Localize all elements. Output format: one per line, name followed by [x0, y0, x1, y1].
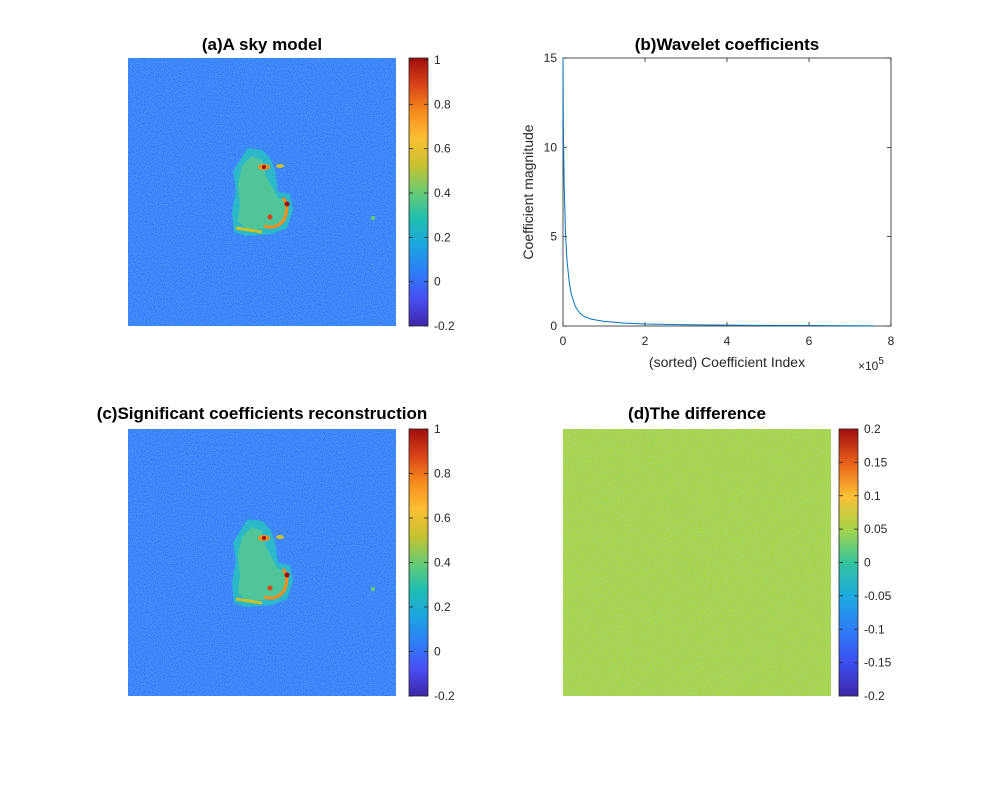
- panel-c-title: (c)Significant coefficients reconstructi…: [97, 404, 428, 423]
- panel-b-ytick-label: 0: [550, 319, 557, 333]
- panel-c-colorbar: 1 0.8 0.6 0.4 0.2 0 -0.2: [408, 422, 455, 703]
- panel-d-colorbar-tick-label: 0.2: [864, 422, 881, 436]
- panel-a-colorbar-tick-label: 0.4: [434, 186, 451, 200]
- panel-b-xtick-label: 4: [724, 334, 731, 348]
- panel-a-source-blob: [232, 148, 293, 236]
- panel-d-colorbar-tick-label: -0.05: [864, 589, 892, 603]
- panel-b-ticks: 0 2 4 6 8 0 5 10 15: [544, 51, 895, 348]
- panel-b-ytick-label: 10: [544, 140, 558, 154]
- panel-a-image: [128, 58, 396, 326]
- panel-a-point-source: [371, 216, 375, 220]
- panel-b-series-line: [562, 57, 875, 327]
- panel-d: (d)The difference 0.2 0.15 0.1 0.05 0 -0.05 -0…: [563, 404, 892, 703]
- panel-c-colorbar-tick-label: 0.4: [434, 556, 451, 570]
- panel-c-point-source: [371, 587, 375, 591]
- panel-a-colorbar-tick-label: 0: [434, 275, 441, 289]
- panel-d-colorbar-tick-label: -0.2: [864, 689, 885, 703]
- panel-c-image: [128, 429, 396, 696]
- panel-a-colorbar: 1 0.8 0.6 0.4 0.2 0 -0.2: [408, 53, 455, 333]
- panel-b-ylabel: Coefficient magnitude: [520, 124, 536, 259]
- panel-c: (c)Significant coefficients reconstructi…: [97, 404, 455, 703]
- panel-c-colorbar-tick-label: 0.6: [434, 511, 451, 525]
- panel-d-image: [563, 429, 831, 696]
- panel-d-colorbar-tick-label: 0: [864, 556, 871, 570]
- panel-c-colorbar-tick-label: 0: [434, 645, 441, 659]
- panel-d-colorbar: 0.2 0.15 0.1 0.05 0 -0.05 -0.1 -0.15 -0.2: [838, 422, 892, 703]
- panel-c-source-blob: [232, 519, 293, 607]
- panel-c-colorbar-ticks: 1 0.8 0.6 0.4 0.2 0 -0.2: [409, 422, 455, 703]
- panel-d-title: (d)The difference: [628, 404, 766, 423]
- panel-d-colorbar-tick-label: -0.1: [864, 622, 885, 636]
- panel-b-xtick-label: 8: [888, 334, 895, 348]
- panel-a-colorbar-tick-label: -0.2: [434, 319, 455, 333]
- panel-c-colorbar-tick-label: 0.2: [434, 600, 451, 614]
- panel-b-xlabel: (sorted) Coefficient Index: [649, 354, 805, 370]
- panel-a-colorbar-tick-label: 0.6: [434, 142, 451, 156]
- panel-d-colorbar-tick-label: -0.15: [864, 656, 892, 670]
- panel-b: (b)Wavelet coefficients 0 2 4 6 8 0 5 10 15 (sor…: [520, 35, 895, 373]
- panel-d-colorbar-tick-label: 0.1: [864, 489, 881, 503]
- panel-a-colorbar-tick-label: 0.2: [434, 230, 451, 244]
- panel-d-colorbar-tick-label: 0.15: [864, 455, 888, 469]
- panel-b-ytick-label: 5: [550, 230, 557, 244]
- panel-c-colorbar-tick-label: -0.2: [434, 689, 455, 703]
- panel-b-xtick-label: 0: [560, 334, 567, 348]
- panel-a-title: (a)A sky model: [202, 35, 322, 54]
- panel-a: (a)A sky model 1 0.8 0.6 0.4 0.2 0 -0.2: [128, 35, 455, 333]
- panel-b-title: (b)Wavelet coefficients: [635, 35, 820, 54]
- panel-a-colorbar-tick-label: 1: [434, 53, 441, 67]
- panel-d-colorbar-tick-label: 0.05: [864, 522, 888, 536]
- panel-b-xtick-label: 6: [806, 334, 813, 348]
- panel-d-colorbar-ticks: 0.2 0.15 0.1 0.05 0 -0.05 -0.1 -0.15 -0.2: [839, 422, 892, 703]
- panel-c-colorbar-tick-label: 1: [434, 422, 441, 436]
- panel-c-colorbar-tick-label: 0.8: [434, 467, 451, 481]
- panel-a-colorbar-ticks: 1 0.8 0.6 0.4 0.2 0 -0.2: [409, 53, 455, 333]
- panel-b-axes-box: [562, 57, 892, 327]
- panel-b-ytick-label: 15: [544, 51, 558, 65]
- panel-a-colorbar-tick-label: 0.8: [434, 97, 451, 111]
- panel-b-xtick-label: 2: [642, 334, 649, 348]
- panel-b-x-exponent: ×105: [858, 356, 884, 373]
